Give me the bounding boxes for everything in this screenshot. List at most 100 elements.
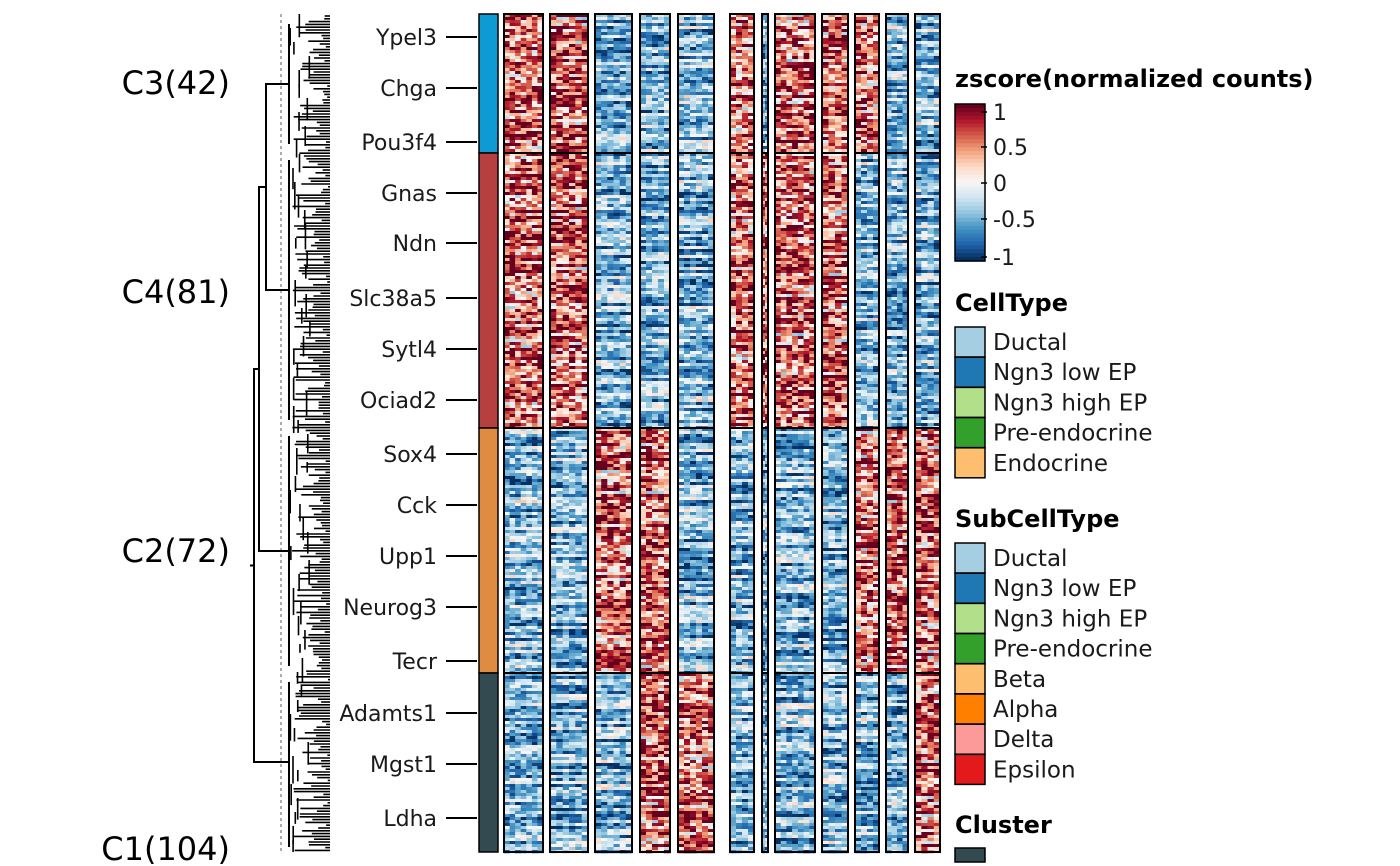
heat-cell [569,575,576,579]
heat-cell [526,811,533,815]
heat-cell [531,754,539,758]
heat-cell [509,494,516,498]
heat-cell [607,116,615,120]
heat-cell [556,183,564,187]
heat-cell [569,587,576,591]
heat-cell [556,787,564,791]
heat-cell [569,745,576,749]
heat-cell [575,216,583,220]
heat-cell [619,35,627,39]
heat-cell [607,411,615,415]
heat-cell [575,805,583,809]
heat-cell [569,162,576,166]
heat-cell [625,156,633,160]
heat-cell [625,423,633,427]
heat-cell [562,826,570,830]
heat-cell [569,721,576,725]
heat-cell [520,632,527,636]
heat-cell [625,375,633,379]
heat-cell [531,602,539,606]
heat-cell [556,751,564,755]
heat-cell [520,787,527,791]
heat-cell [581,303,589,307]
heat-cell [569,679,576,683]
heat-cell [562,500,570,504]
heat-cell [595,452,602,456]
heat-cell [613,149,621,153]
heat-cell [526,605,533,609]
heat-cell [619,366,627,370]
heat-cell [595,399,602,403]
heat-cell [619,201,627,205]
heat-cell [601,134,608,138]
heat-cell [526,306,533,310]
heat-cell [537,285,544,289]
heat-cell [581,458,589,462]
heat-cell [537,494,544,498]
heat-cell [613,249,621,253]
heat-cell [520,423,527,427]
heat-cell [601,32,608,36]
heat-cell [509,378,516,382]
heat-cell [575,596,583,600]
heat-cell [531,446,539,450]
heat-cell [520,665,527,669]
heat-cell [575,632,583,636]
heat-cell [581,131,589,135]
heat-cell [581,171,589,175]
heat-cell [526,417,533,421]
heat-cell [562,276,570,280]
heat-cell [601,452,608,456]
heat-cell [509,476,516,480]
heat-cell [575,521,583,525]
heat-cell [613,261,621,265]
heat-cell [562,198,570,202]
heat-cell [581,485,589,489]
heat-cell [613,393,621,397]
heat-cell [509,449,516,453]
heat-cell [569,617,576,621]
heat-cell [556,372,564,376]
heat-cell [595,249,602,253]
heat-cell [531,847,539,851]
heat-cell [581,318,589,322]
heat-cell [504,721,511,725]
heat-cell [531,107,539,111]
heat-cell [569,267,576,271]
heat-cell [595,405,602,409]
heat-cell [556,107,564,111]
heat-cell [575,461,583,465]
heat-cell [550,207,557,211]
heat-cell [607,171,615,175]
heat-cell [607,26,615,30]
heat-cell [531,411,539,415]
heat-cell [531,751,539,755]
heat-cell [556,602,564,606]
heat-cell [613,300,621,304]
heat-cell [601,411,608,415]
heat-cell [520,390,527,394]
heat-cell [515,38,522,42]
heat-cell [509,829,516,833]
heat-cell [575,727,583,731]
heat-cell [575,470,583,474]
heat-cell [550,50,557,54]
heat-cell [550,623,557,627]
heat-cell [526,602,533,606]
heat-cell [625,125,633,129]
heat-cell [537,288,544,292]
heat-cell [520,760,527,764]
heat-cell [550,506,557,510]
heat-cell [509,497,516,501]
heat-cell [556,443,564,447]
heat-cell [550,527,557,531]
heat-cell [625,243,633,247]
heat-cell [562,590,570,594]
heat-cell [562,440,570,444]
heat-cell [504,119,511,123]
heat-cell [526,626,533,630]
heat-cell [509,566,516,570]
heat-cell [550,249,557,253]
heat-cell [526,464,533,468]
heat-cell [509,249,516,253]
